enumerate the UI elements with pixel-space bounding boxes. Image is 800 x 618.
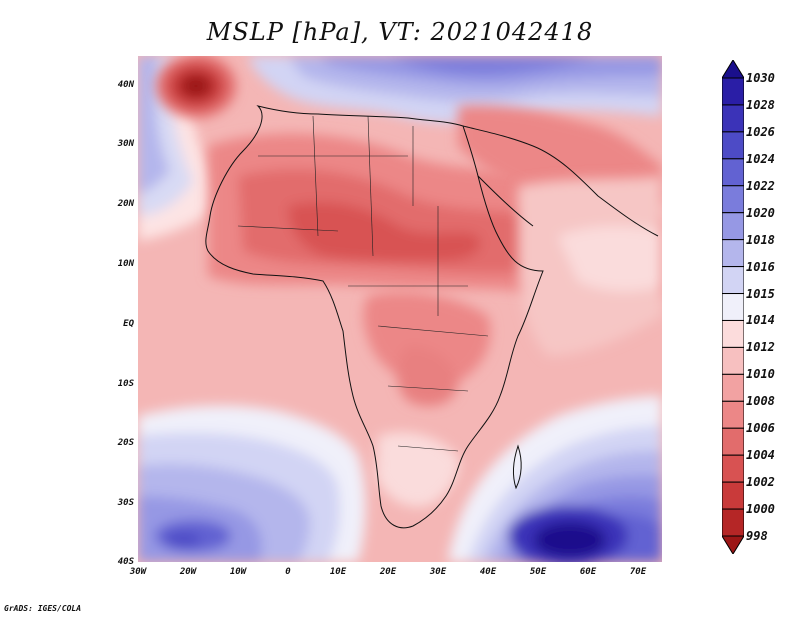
atlantic-high-west <box>138 56 220 241</box>
colorbar-box <box>722 104 744 133</box>
lat-label-40n: 40N <box>117 80 134 90</box>
lat-label-30n: 30N <box>117 139 134 149</box>
colorbar-box <box>722 131 744 160</box>
south-indian-high <box>448 396 662 562</box>
colorbar-label: 1012 <box>746 340 775 355</box>
colorbar-bottom-arrow <box>722 535 744 554</box>
colorbar-label: 1016 <box>746 259 775 274</box>
colorbar-label: 1022 <box>746 178 775 193</box>
south-atlantic-high <box>138 405 366 562</box>
colorbar-label: 1002 <box>746 475 775 490</box>
colorbar-box <box>722 454 744 483</box>
lon-label-10w: 10W <box>229 567 247 577</box>
lon-label-60e: 60E <box>579 567 597 577</box>
colorbar-label: 998 <box>746 529 768 543</box>
lat-label-eq: EQ <box>123 319 134 329</box>
colorbar-label: 1006 <box>746 421 775 436</box>
lon-label-50e: 50E <box>529 567 547 577</box>
lon-label-20e: 20E <box>379 567 397 577</box>
colorbar-label: 1030 <box>746 71 775 85</box>
colorbar-box <box>722 373 744 402</box>
colorbar-label: 1004 <box>746 448 775 463</box>
colorbar-label: 1020 <box>746 205 775 220</box>
colorbar-box <box>722 158 744 187</box>
colorbar-box <box>722 481 744 510</box>
lon-label-30w: 30W <box>129 567 147 577</box>
colorbar-box <box>722 508 744 537</box>
colorbar-label: 1010 <box>746 367 775 382</box>
colorbar-label: 1028 <box>746 97 775 112</box>
lon-label-70e: 70E <box>629 567 647 577</box>
colorbar-label: 1014 <box>746 313 775 328</box>
central-africa-low <box>363 292 491 406</box>
mediterranean-high <box>248 56 662 124</box>
colorbar-box <box>722 319 744 348</box>
grads-credit: GrADS: IGES/COLA <box>4 604 82 613</box>
colorbar-box <box>722 427 744 456</box>
colorbar-box <box>722 77 744 106</box>
colorbar-box <box>722 400 744 429</box>
map-panel <box>138 56 662 562</box>
colorbar-box <box>722 212 744 241</box>
indian-ocean-field <box>518 176 662 356</box>
lat-label-40s: 40S <box>117 557 134 567</box>
southern-africa-field <box>376 432 459 507</box>
coastlines <box>205 105 659 529</box>
lon-label-0: 0 <box>285 567 291 577</box>
colorbar-box <box>722 185 744 214</box>
colorbar-box <box>722 293 744 321</box>
lat-label-20n: 20N <box>117 199 134 209</box>
lat-label-10n: 10N <box>117 259 134 269</box>
mslp-contour-map <box>138 56 662 562</box>
colorbar-label: 1026 <box>746 124 775 139</box>
colorbar <box>722 60 744 554</box>
colorbar-label: 1024 <box>746 151 775 166</box>
colorbar-label: 1015 <box>746 286 775 301</box>
colorbar-box <box>722 266 744 295</box>
lon-label-40e: 40E <box>479 567 497 577</box>
lon-label-10e: 10E <box>329 567 347 577</box>
lon-label-20w: 20W <box>179 567 197 577</box>
lon-label-30e: 30E <box>429 567 447 577</box>
colorbar-box <box>722 239 744 268</box>
north-atlantic-low <box>156 56 236 118</box>
lat-label-30s: 30S <box>117 498 134 508</box>
colorbar-top-arrow <box>722 60 744 79</box>
colorbar-box <box>722 346 744 375</box>
colorbar-label: 1000 <box>746 502 775 517</box>
lat-label-20s: 20S <box>117 438 134 448</box>
map-title: MSLP [hPa], VT: 2021042418 <box>206 18 594 46</box>
lat-label-10s: 10S <box>117 379 134 389</box>
colorbar-label: 1018 <box>746 232 775 247</box>
colorbar-label: 1008 <box>746 394 775 409</box>
country-borders <box>237 115 489 452</box>
